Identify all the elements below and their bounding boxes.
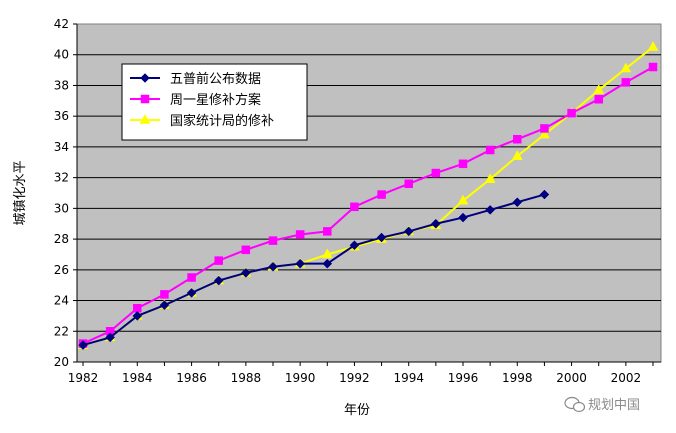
data-point bbox=[268, 236, 278, 245]
data-point bbox=[511, 150, 523, 160]
y-tick-label: 20 bbox=[54, 355, 69, 369]
data-point bbox=[187, 273, 196, 282]
x-tick-label: 2000 bbox=[556, 371, 587, 385]
y-tick-label: 22 bbox=[54, 324, 69, 338]
data-point bbox=[513, 134, 522, 144]
watermark-text: 规划中国 bbox=[588, 398, 640, 413]
legend-swatch-marker bbox=[140, 94, 150, 104]
y-tick-label: 24 bbox=[54, 294, 69, 308]
series-line bbox=[82, 193, 545, 347]
x-axis-title: 年份 bbox=[344, 403, 370, 418]
data-point bbox=[322, 258, 333, 269]
data-point bbox=[593, 84, 605, 94]
y-tick-label: 26 bbox=[54, 263, 69, 277]
data-point bbox=[377, 190, 386, 199]
legend-entry: 周一星修补方案 bbox=[130, 92, 261, 108]
data-point bbox=[485, 205, 495, 215]
legend-swatch-marker bbox=[140, 73, 150, 83]
data-point bbox=[431, 218, 441, 229]
x-tick-label: 1992 bbox=[339, 371, 370, 385]
y-tick-label: 30 bbox=[54, 201, 69, 215]
legend-label: 五普前公布数据 bbox=[170, 71, 261, 87]
y-tick-label: 38 bbox=[54, 78, 69, 92]
data-point bbox=[539, 189, 550, 200]
data-point bbox=[458, 212, 468, 223]
x-tick-label: 1998 bbox=[502, 371, 533, 385]
data-point bbox=[214, 256, 223, 265]
x-tick-label: 1994 bbox=[393, 371, 424, 385]
x-tick-label: 1996 bbox=[448, 371, 479, 385]
x-tick-label: 1988 bbox=[231, 371, 262, 385]
legend-entry: 五普前公布数据 bbox=[130, 71, 261, 87]
x-tick-label: 2002 bbox=[611, 371, 642, 385]
data-point bbox=[186, 288, 197, 298]
y-tick-label: 42 bbox=[54, 17, 69, 31]
data-point bbox=[241, 245, 251, 255]
y-tick-label: 32 bbox=[54, 171, 69, 185]
data-point bbox=[403, 226, 414, 237]
y-tick-label: 40 bbox=[54, 48, 69, 62]
legend-label: 国家统计局的修补 bbox=[170, 113, 274, 129]
data-point bbox=[404, 179, 413, 189]
x-tick-label: 1990 bbox=[285, 371, 316, 385]
data-point bbox=[323, 227, 332, 236]
y-axis-title: 城镇化水平 bbox=[13, 160, 28, 225]
data-point bbox=[268, 261, 278, 272]
data-point bbox=[457, 194, 469, 205]
data-point bbox=[321, 248, 333, 259]
legend-box bbox=[121, 63, 308, 141]
data-point bbox=[105, 332, 115, 343]
data-point bbox=[159, 300, 170, 311]
axes: 20 22 24 26 28 30 32 34 36 38 40 42 1982 1984 1986 1988… bbox=[54, 17, 661, 385]
x-tick-label: 1984 bbox=[122, 371, 153, 385]
watermark: 规划中国 bbox=[564, 396, 640, 413]
data-point bbox=[594, 95, 603, 104]
data-point bbox=[78, 340, 88, 350]
series-line bbox=[82, 66, 654, 345]
data-point bbox=[295, 258, 305, 269]
data-point bbox=[241, 268, 251, 278]
series-group bbox=[77, 41, 659, 350]
x-tick-label: 1986 bbox=[176, 371, 207, 385]
legend-entry: 国家统计局的修补 bbox=[130, 113, 274, 129]
data-point bbox=[512, 197, 523, 208]
data-point bbox=[621, 78, 631, 87]
legend-swatch-marker bbox=[139, 113, 151, 124]
data-point bbox=[567, 108, 576, 118]
data-point bbox=[540, 124, 549, 133]
x-tick-label: 1982 bbox=[68, 371, 99, 385]
data-point bbox=[620, 62, 632, 73]
data-point bbox=[213, 275, 224, 286]
data-point bbox=[648, 62, 658, 72]
y-tick-label: 36 bbox=[54, 109, 69, 123]
data-point bbox=[539, 128, 550, 139]
data-point bbox=[160, 290, 169, 299]
legend-label: 周一星修补方案 bbox=[170, 92, 261, 108]
data-point bbox=[376, 232, 387, 243]
y-tick-label: 34 bbox=[54, 140, 69, 154]
data-point bbox=[350, 202, 359, 212]
data-point bbox=[132, 311, 143, 321]
data-point bbox=[295, 230, 305, 239]
data-point bbox=[484, 173, 496, 183]
data-point bbox=[647, 41, 659, 51]
data-point bbox=[431, 168, 441, 178]
wechat-icon bbox=[564, 396, 586, 413]
y-tick-label: 28 bbox=[54, 232, 69, 246]
data-point bbox=[485, 145, 495, 155]
data-point bbox=[458, 159, 468, 169]
data-point bbox=[349, 240, 360, 251]
series-diamond bbox=[78, 189, 550, 350]
data-point bbox=[133, 303, 142, 313]
